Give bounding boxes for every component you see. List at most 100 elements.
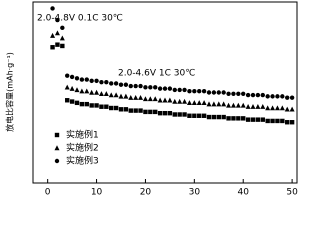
marker bbox=[280, 118, 285, 124]
marker bbox=[60, 43, 65, 49]
marker bbox=[197, 113, 202, 118]
marker bbox=[50, 45, 55, 50]
marker bbox=[240, 102, 246, 108]
marker bbox=[245, 104, 251, 109]
legend-label: 实施例1 bbox=[66, 129, 99, 141]
marker bbox=[236, 116, 241, 121]
marker bbox=[74, 76, 80, 81]
marker bbox=[270, 94, 275, 99]
marker bbox=[289, 120, 295, 125]
marker bbox=[182, 98, 188, 104]
marker bbox=[99, 104, 104, 109]
marker bbox=[197, 89, 202, 94]
marker bbox=[69, 85, 75, 91]
legend-label: 实施例2 bbox=[66, 142, 99, 154]
marker bbox=[55, 42, 60, 47]
marker bbox=[206, 90, 212, 95]
marker bbox=[113, 81, 119, 86]
marker bbox=[133, 108, 138, 113]
marker bbox=[201, 100, 207, 106]
plot-frame bbox=[32, 1, 298, 184]
marker bbox=[162, 110, 168, 116]
marker bbox=[167, 86, 173, 91]
marker bbox=[231, 116, 236, 121]
marker bbox=[192, 113, 197, 118]
marker bbox=[59, 35, 65, 41]
marker bbox=[192, 89, 197, 94]
marker bbox=[69, 74, 75, 80]
marker bbox=[94, 103, 99, 108]
marker bbox=[118, 93, 124, 99]
marker bbox=[128, 83, 133, 89]
marker bbox=[182, 112, 187, 117]
marker bbox=[187, 113, 192, 118]
marker bbox=[74, 87, 80, 93]
marker bbox=[172, 112, 177, 117]
marker bbox=[89, 78, 94, 84]
marker bbox=[236, 91, 241, 96]
marker bbox=[270, 118, 275, 124]
marker bbox=[275, 94, 280, 99]
marker bbox=[104, 104, 109, 109]
x-tick-label: 30 bbox=[189, 188, 201, 198]
marker bbox=[74, 100, 80, 106]
marker bbox=[148, 109, 153, 115]
legend-label: 实施例3 bbox=[66, 155, 99, 167]
marker bbox=[98, 91, 104, 96]
marker bbox=[280, 94, 285, 99]
marker bbox=[260, 117, 265, 122]
marker bbox=[138, 83, 143, 89]
marker bbox=[226, 91, 231, 96]
marker bbox=[182, 87, 187, 93]
legend-marker bbox=[54, 145, 60, 151]
legend-marker bbox=[54, 158, 60, 164]
x-tick-label: 10 bbox=[91, 188, 103, 198]
marker bbox=[60, 25, 65, 31]
chart: 放电比容量(mAh·g⁻¹) 2.0-4.8V 0.1C 30℃ 2.0-4.6… bbox=[5, 1, 298, 198]
marker bbox=[241, 116, 246, 121]
marker bbox=[142, 96, 148, 102]
marker bbox=[285, 95, 290, 100]
marker bbox=[274, 105, 280, 111]
marker bbox=[55, 17, 60, 23]
marker bbox=[84, 77, 89, 82]
marker bbox=[221, 90, 226, 95]
marker bbox=[231, 91, 236, 96]
marker bbox=[275, 118, 280, 124]
marker bbox=[147, 96, 153, 102]
marker bbox=[206, 114, 212, 120]
marker bbox=[167, 110, 173, 116]
marker bbox=[250, 92, 256, 98]
marker bbox=[216, 114, 221, 120]
marker bbox=[226, 116, 231, 121]
marker bbox=[128, 108, 133, 113]
marker bbox=[138, 94, 144, 100]
marker bbox=[64, 84, 70, 90]
marker bbox=[138, 108, 143, 113]
marker bbox=[211, 101, 217, 107]
marker bbox=[201, 89, 207, 94]
marker bbox=[186, 100, 192, 106]
marker bbox=[226, 102, 232, 108]
marker bbox=[196, 100, 202, 106]
marker bbox=[235, 102, 241, 108]
marker bbox=[153, 109, 158, 115]
marker bbox=[285, 120, 290, 125]
y-axis-label: 放电比容量(mAh·g⁻¹) bbox=[5, 52, 15, 132]
marker bbox=[65, 73, 70, 78]
marker bbox=[172, 87, 177, 93]
marker bbox=[265, 94, 270, 99]
marker bbox=[99, 79, 104, 85]
marker bbox=[109, 81, 114, 86]
marker bbox=[162, 86, 168, 91]
marker bbox=[79, 88, 85, 94]
marker bbox=[89, 103, 94, 108]
marker bbox=[279, 105, 285, 111]
marker bbox=[265, 105, 271, 111]
marker bbox=[255, 104, 261, 109]
marker bbox=[157, 86, 163, 91]
marker bbox=[133, 94, 139, 100]
marker bbox=[162, 97, 168, 103]
marker bbox=[50, 6, 55, 11]
annotation: 2.0-4.6V 1C 30℃ bbox=[118, 69, 195, 79]
